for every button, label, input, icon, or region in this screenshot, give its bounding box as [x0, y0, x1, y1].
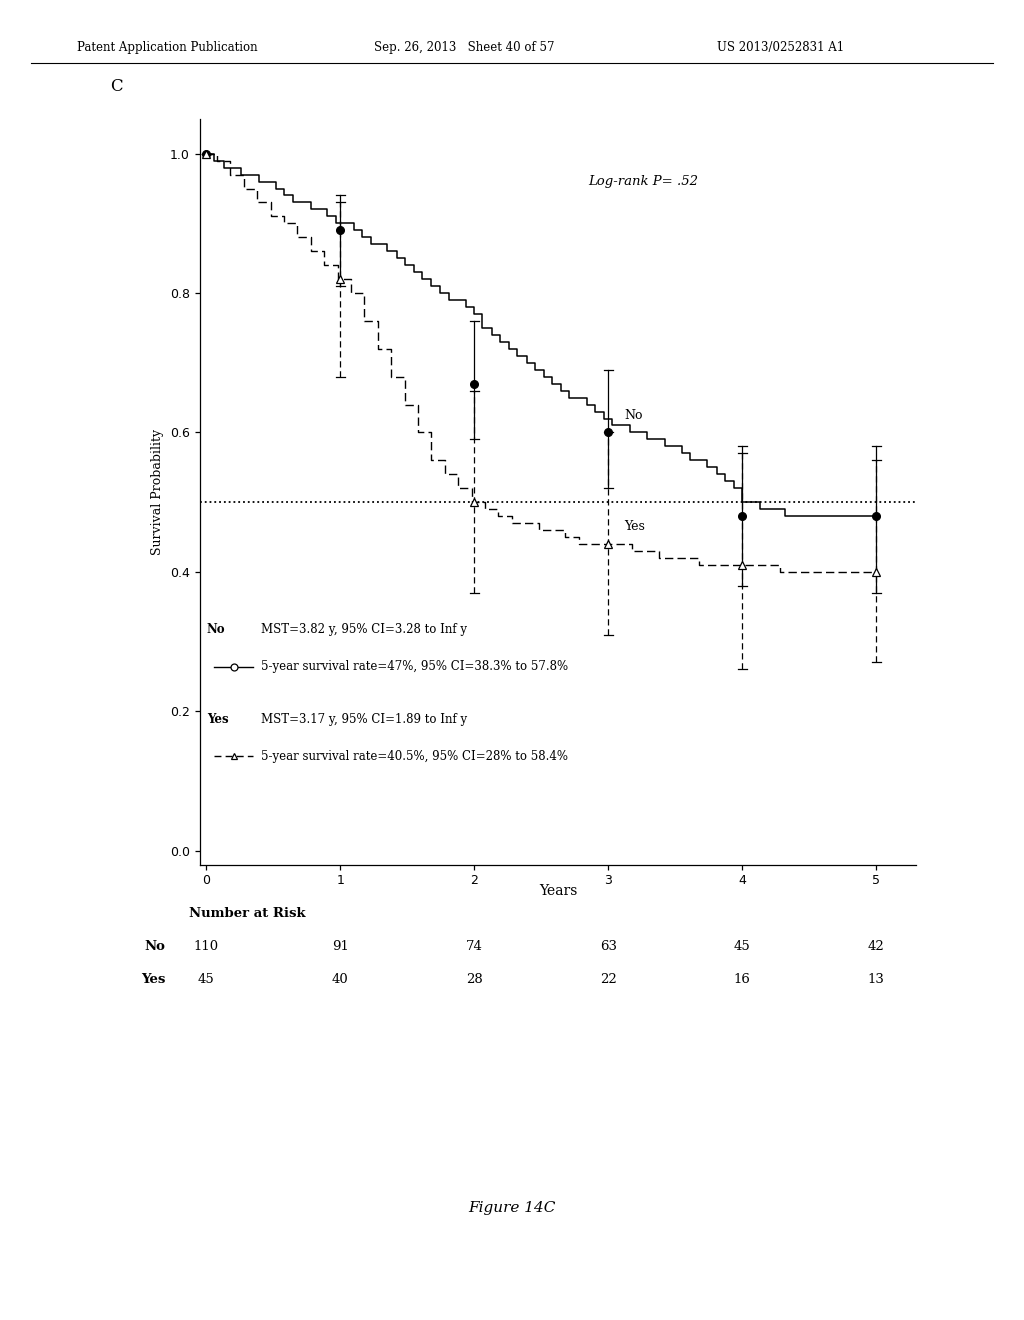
Text: 5-year survival rate=47%, 95% CI=38.3% to 57.8%: 5-year survival rate=47%, 95% CI=38.3% t… [260, 660, 567, 673]
Text: US 2013/0252831 A1: US 2013/0252831 A1 [717, 41, 844, 54]
Text: 40: 40 [332, 973, 349, 986]
Text: 91: 91 [332, 940, 349, 953]
Text: Yes: Yes [141, 973, 166, 986]
Text: Sep. 26, 2013   Sheet 40 of 57: Sep. 26, 2013 Sheet 40 of 57 [374, 41, 554, 54]
Text: 74: 74 [466, 940, 482, 953]
Text: 5-year survival rate=40.5%, 95% CI=28% to 58.4%: 5-year survival rate=40.5%, 95% CI=28% t… [260, 750, 567, 763]
Text: Figure 14C: Figure 14C [468, 1201, 556, 1214]
Text: 42: 42 [868, 940, 885, 953]
Text: No: No [144, 940, 166, 953]
Text: 22: 22 [600, 973, 616, 986]
Text: Yes: Yes [207, 713, 228, 726]
Text: 16: 16 [734, 973, 751, 986]
Text: 63: 63 [600, 940, 616, 953]
Text: Number at Risk: Number at Risk [189, 907, 306, 920]
Text: Yes: Yes [625, 520, 645, 533]
Text: C: C [111, 78, 123, 95]
Text: Years: Years [539, 884, 578, 898]
Text: 13: 13 [868, 973, 885, 986]
Text: 45: 45 [198, 973, 215, 986]
Text: Patent Application Publication: Patent Application Publication [77, 41, 257, 54]
Text: No: No [625, 408, 643, 421]
Text: 110: 110 [194, 940, 219, 953]
Text: Log-rank P= .52: Log-rank P= .52 [588, 174, 698, 187]
Text: MST=3.82 y, 95% CI=3.28 to Inf y: MST=3.82 y, 95% CI=3.28 to Inf y [260, 623, 467, 636]
Y-axis label: Survival Probability: Survival Probability [152, 429, 165, 554]
Text: MST=3.17 y, 95% CI=1.89 to Inf y: MST=3.17 y, 95% CI=1.89 to Inf y [260, 713, 467, 726]
Text: No: No [207, 623, 225, 636]
Text: 28: 28 [466, 973, 482, 986]
Text: 45: 45 [734, 940, 751, 953]
